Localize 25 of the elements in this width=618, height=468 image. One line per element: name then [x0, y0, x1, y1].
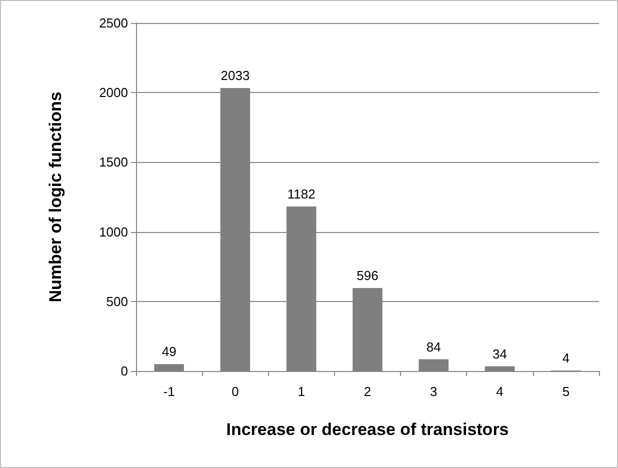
x-tick-label: 1 [298, 384, 305, 399]
y-tick-label: 1000 [99, 224, 128, 240]
data-label: 84 [426, 339, 441, 354]
data-label: 596 [356, 268, 378, 284]
x-tick-label: 4 [496, 384, 504, 399]
data-label: 49 [162, 344, 176, 360]
y-tick-label: 2500 [99, 16, 128, 30]
y-tick-label: 500 [106, 294, 128, 309]
x-tick-label: 2 [364, 384, 372, 399]
data-label: 2033 [220, 68, 250, 84]
data-label: 34 [492, 346, 508, 362]
bar [154, 364, 184, 371]
x-tick-label: 0 [232, 384, 239, 399]
bar [484, 366, 515, 371]
y-tick-label: 0 [120, 364, 128, 378]
y-tick-label: 2000 [99, 85, 128, 100]
x-tick-label: 3 [430, 384, 438, 399]
bar [418, 359, 449, 371]
data-label: 1182 [287, 186, 316, 202]
data-label: 4 [562, 350, 570, 366]
x-tick-label: 5 [562, 384, 570, 399]
y-axis-title: Number of logic functions [46, 92, 65, 302]
y-tick-label: 1500 [99, 154, 128, 170]
x-tick-label: -1 [163, 384, 175, 399]
x-axis-title: Increase or decrease of transistors [226, 420, 509, 439]
